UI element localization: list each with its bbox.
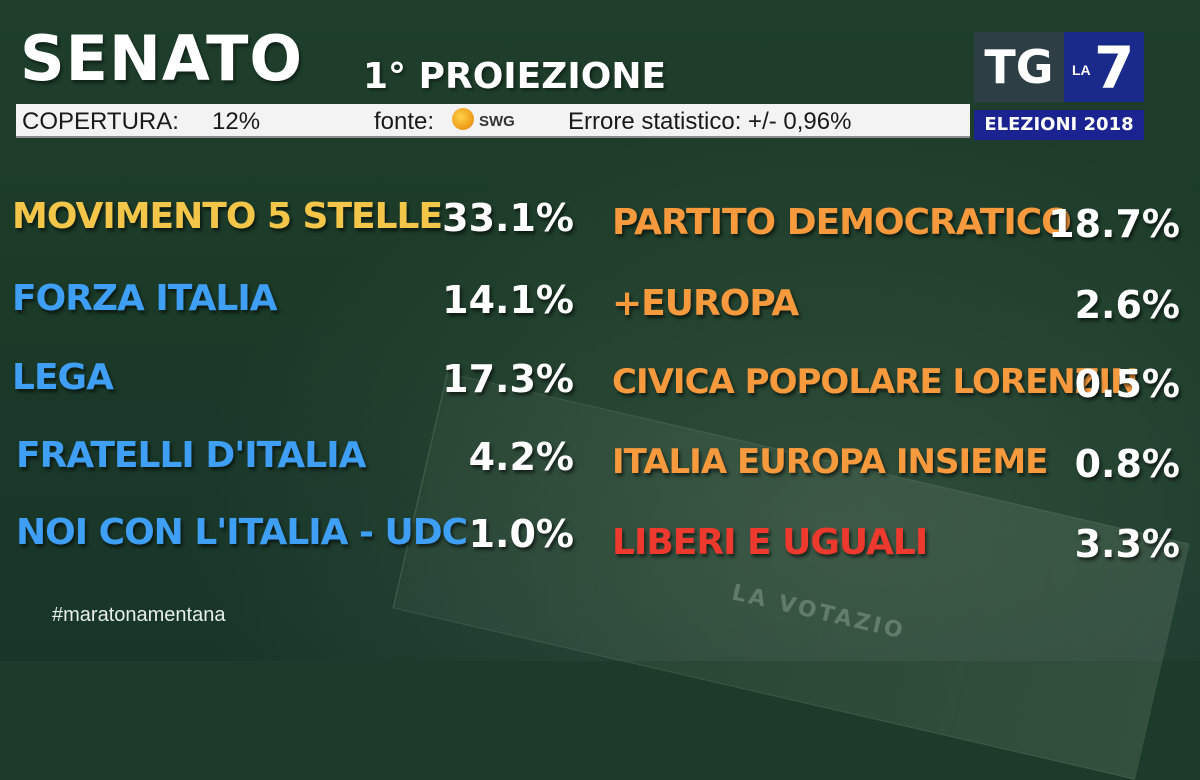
hashtag: #maratonamentana [52,604,226,626]
right-party-value: 3.3% [1074,522,1180,566]
right-party-value: 2.6% [1074,283,1180,327]
page-title: SENATO [20,22,304,95]
left-party-value: 33.1% [442,196,574,240]
left-party-name: FORZA ITALIA [12,278,278,319]
coverage-value: 12% [212,108,261,135]
source-label: fonte: [374,108,435,135]
info-bar: COPERTURA: 12% fonte: SWG Errore statist… [16,104,970,138]
la7-logo-la: LA [1072,62,1091,78]
la7-logo: LA 7 [1064,32,1144,102]
right-party-value: 0.5% [1074,362,1180,406]
right-party-name: PARTITO DEMOCRATICO [612,202,1072,243]
page-subtitle: 1° PROIEZIONE [363,56,667,97]
swg-logo-text: SWG [479,113,515,130]
statistical-error: Errore statistico: +/- 0,96% [568,108,852,135]
left-party-name: NOI CON L'ITALIA - UDC [16,512,468,553]
right-party-value: 0.8% [1074,442,1180,486]
right-party-name: +EUROPA [612,283,799,324]
right-party-name: CIVICA POPOLARE LORENZIN [612,362,1139,402]
right-party-name: ITALIA EUROPA INSIEME [612,442,1048,482]
la7-logo-seven: 7 [1094,34,1135,102]
left-party-value: 1.0% [468,512,574,556]
left-party-value: 4.2% [468,435,574,479]
election-badge: ELEZIONI 2018 [974,110,1144,140]
left-party-name: MOVIMENTO 5 STELLE [12,196,443,237]
left-party-value: 17.3% [442,357,574,401]
coverage-label: COPERTURA: [22,108,179,135]
right-party-value: 18.7% [1048,202,1180,246]
left-party-name: FRATELLI D'ITALIA [16,435,366,476]
left-party-name: LEGA [12,357,114,398]
right-party-name: LIBERI E UGUALI [612,522,928,563]
swg-logo-icon [452,108,474,130]
tg-logo: TG [974,32,1064,102]
left-party-value: 14.1% [442,278,574,322]
